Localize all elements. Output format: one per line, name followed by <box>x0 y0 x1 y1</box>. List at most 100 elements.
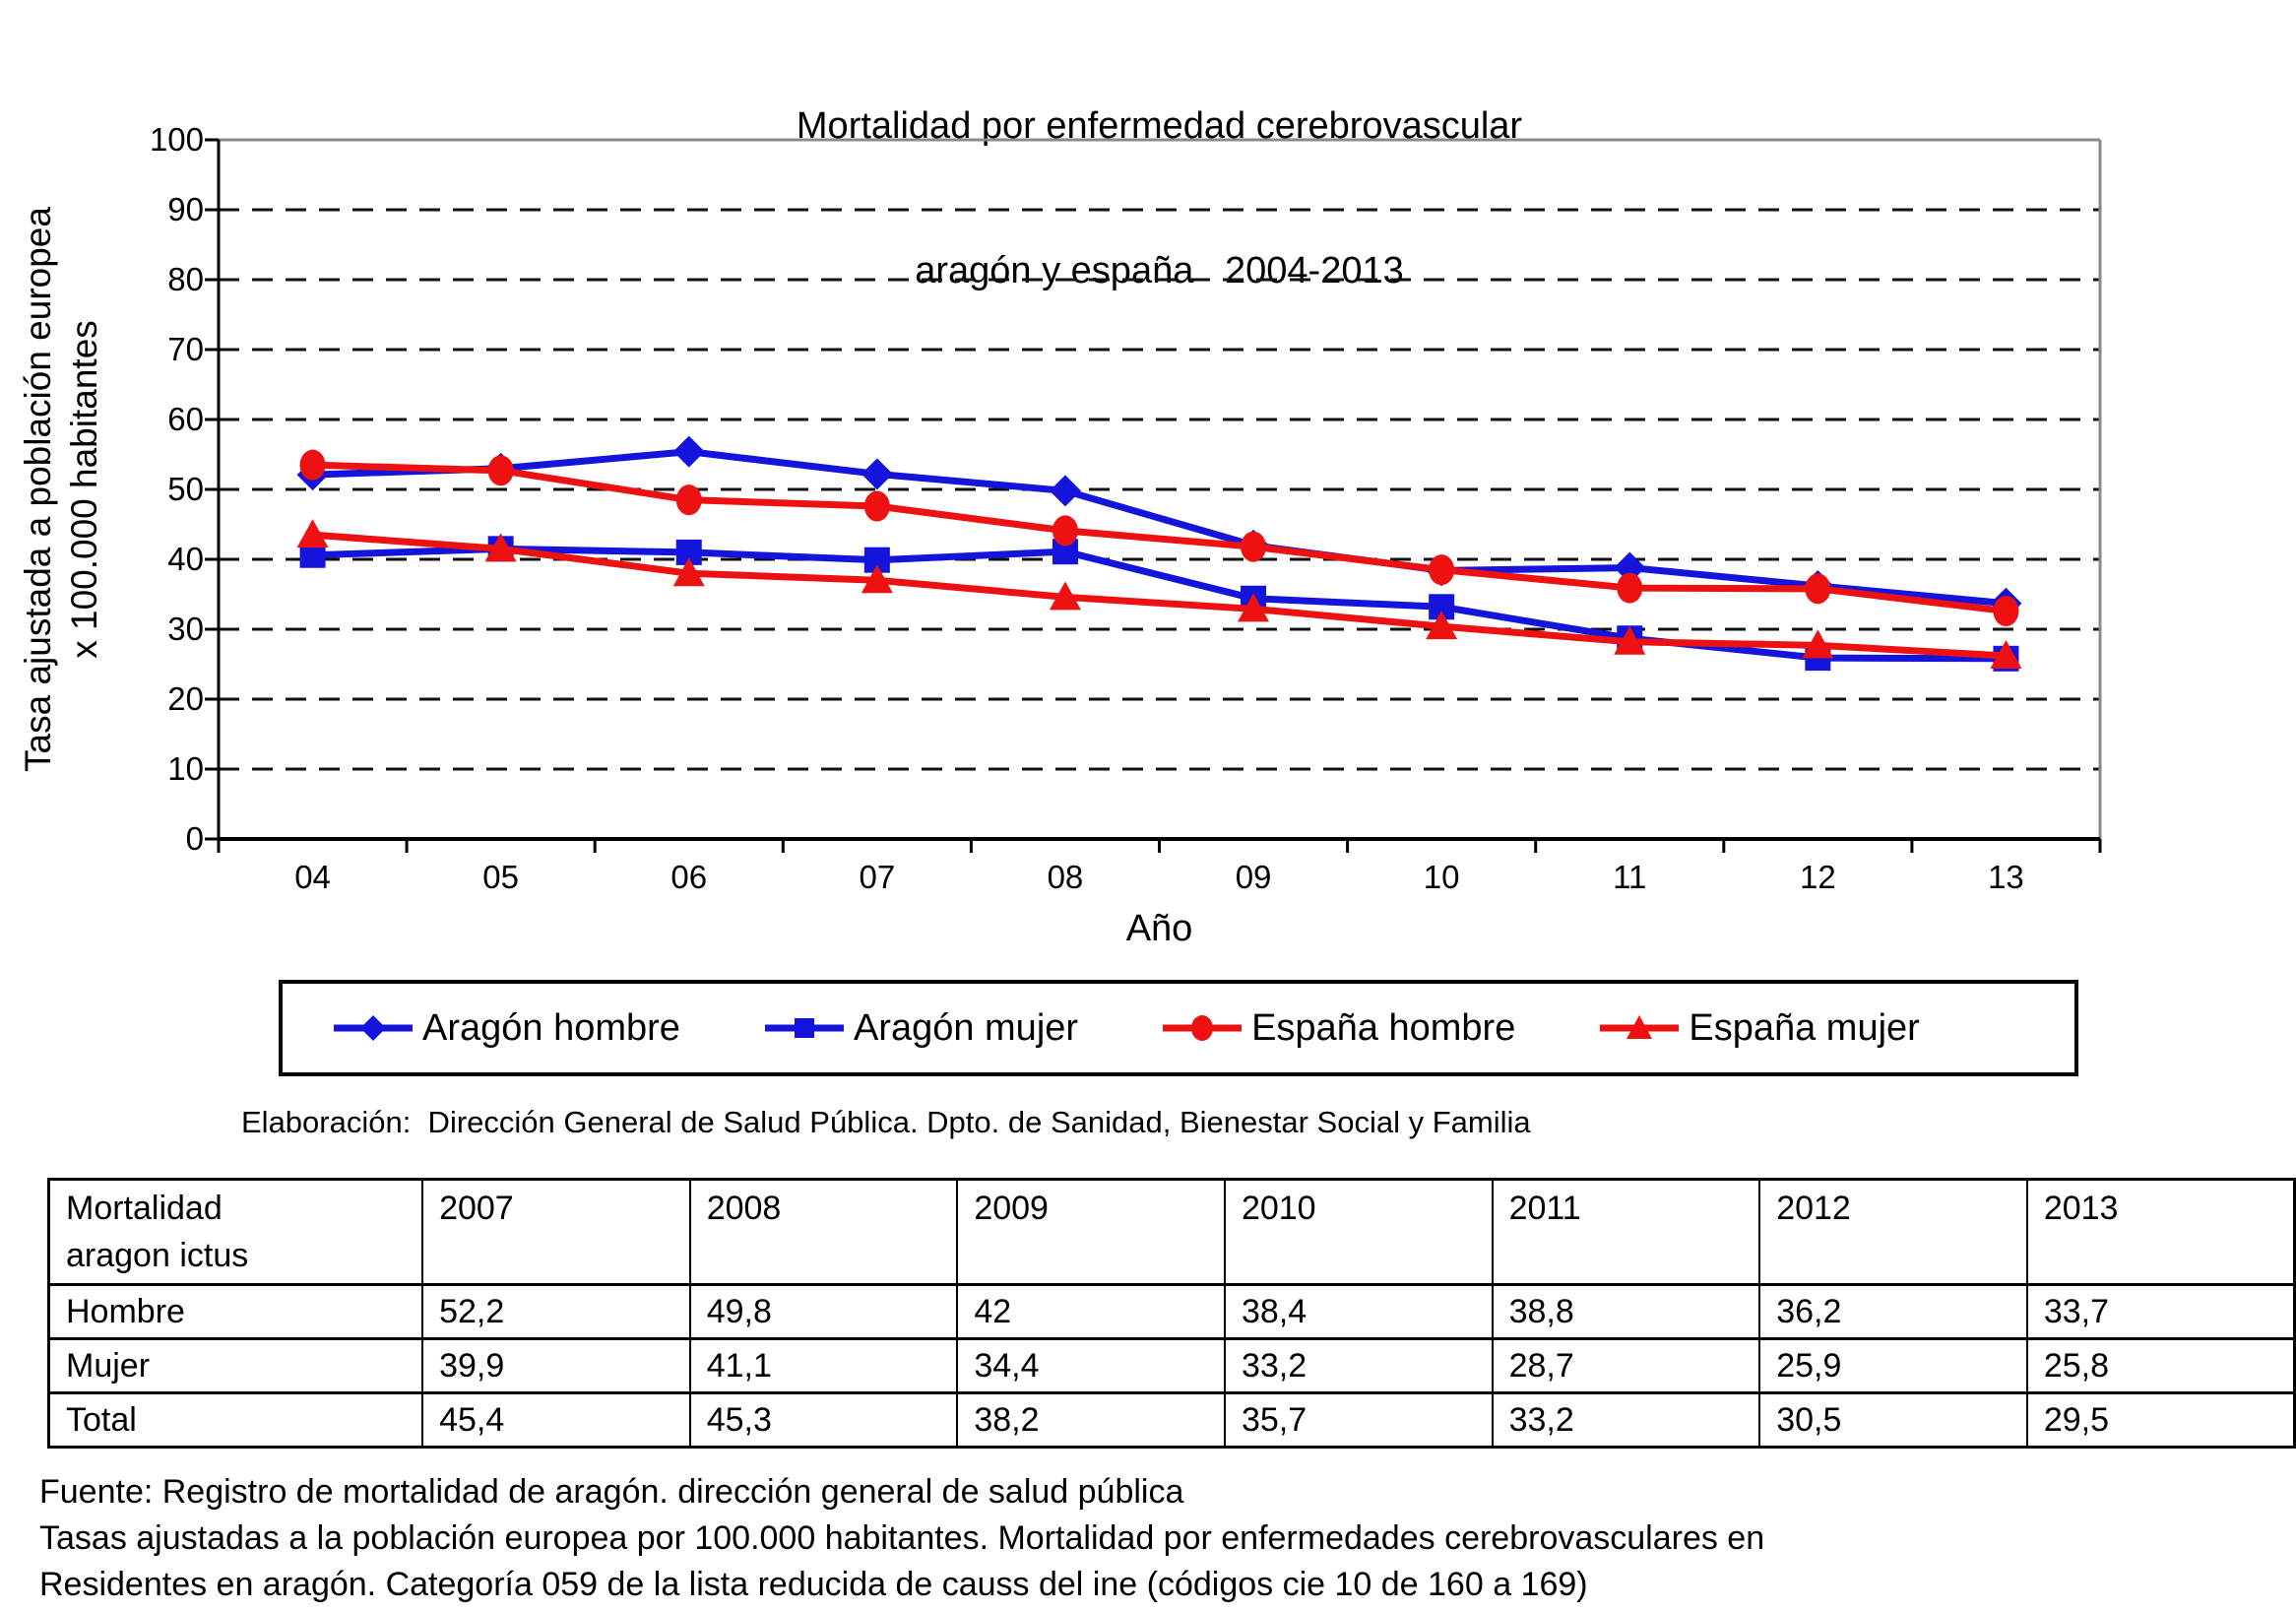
table-year-header: 2010 <box>1223 1178 1494 1286</box>
table-year-header: 2007 <box>421 1178 691 1286</box>
y-axis-tick-label: 0 <box>185 820 204 857</box>
data-point-espa-a-hombre <box>1805 573 1831 605</box>
series-line-arag-n-mujer <box>312 545 2007 663</box>
table-cell: 49,8 <box>688 1283 959 1340</box>
data-point-espa-a-hombre <box>863 490 890 522</box>
x-axis-tick-label: 13 <box>1988 859 2024 895</box>
source-notes: Fuente: Registro de mortalidad de aragón… <box>39 1469 1764 1608</box>
data-point-espa-a-mujer <box>1238 593 1270 622</box>
table-cell: 42 <box>956 1283 1226 1340</box>
table-cell: 29,5 <box>2025 1391 2296 1449</box>
circle-marker-icon <box>1163 1015 1243 1041</box>
data-point-espa-a-mujer <box>484 533 517 562</box>
table-cell: 52,2 <box>421 1283 691 1340</box>
table-cell: 39,9 <box>421 1337 691 1394</box>
table-year-header: 2008 <box>688 1178 959 1286</box>
source-note-line: Residentes en aragón. Categoría 059 de l… <box>39 1566 1588 1603</box>
table-year-header: 2012 <box>1758 1178 2028 1286</box>
data-point-espa-a-hombre <box>1617 572 1643 604</box>
data-point-espa-a-hombre <box>1993 596 2019 627</box>
data-point-espa-a-hombre <box>1052 515 1078 547</box>
x-axis-tick-label: 11 <box>1613 859 1647 895</box>
data-point-espa-a-hombre <box>487 455 514 486</box>
data-point-espa-a-hombre <box>1241 531 1267 562</box>
table-cell: 34,4 <box>956 1337 1226 1394</box>
triangle-marker-icon <box>1600 1015 1680 1039</box>
data-point-espa-a-mujer <box>1614 625 1646 655</box>
series-line-espa-a-mujer <box>312 531 2007 660</box>
data-point-espa-a-hombre <box>675 484 702 516</box>
circle-icon <box>1191 1015 1214 1041</box>
legend: Aragón hombre Aragón mujer España hombre Es… <box>279 980 2078 1076</box>
x-axis-tick-label: 05 <box>482 859 519 895</box>
data-point-espa-a-mujer <box>1426 611 1458 640</box>
x-axis-tick-label: 04 <box>294 859 331 895</box>
table-row-mujer: Mujer 39,9 41,1 34,4 33,2 28,7 25,9 25,8 <box>47 1337 2296 1394</box>
table-cell: 25,9 <box>1758 1337 2028 1394</box>
table-cell: 30,5 <box>1758 1391 2028 1449</box>
data-point-espa-a-hombre <box>1429 554 1455 586</box>
data-point-espa-a-mujer <box>1990 639 2022 669</box>
square-icon <box>794 1018 814 1038</box>
legend-label-espa-a-mujer: España mujer <box>1689 1006 1920 1049</box>
data-point-arag-n-hombre <box>672 435 705 468</box>
row-label: Hombre <box>47 1283 424 1340</box>
data-point-espa-a-mujer <box>861 564 893 594</box>
table-year-header: 2013 <box>2025 1178 2296 1286</box>
x-axis-tick-label: 10 <box>1423 859 1460 895</box>
table-cell: 41,1 <box>688 1337 959 1394</box>
table-cell: 35,7 <box>1223 1391 1494 1449</box>
series-line-arag-n-hombre <box>312 448 2007 608</box>
legend-label-arag-n-mujer: Aragón mujer <box>853 1006 1079 1049</box>
data-point-espa-a-hombre <box>299 449 326 481</box>
y-axis-tick-label: 80 <box>167 261 204 297</box>
table-cell: 38,8 <box>1491 1283 1761 1340</box>
table-cell: 33,2 <box>1223 1337 1494 1394</box>
table-row-hombre: Hombre 52,2 49,8 42 38,4 38,8 36,2 33,7 <box>47 1283 2296 1340</box>
table-header-row: Mortalidad aragon ictus 2007 2008 2009 2010 20… <box>47 1178 2296 1286</box>
diamond-icon <box>360 1015 386 1041</box>
table-cell: 45,3 <box>688 1391 959 1449</box>
legend-item-arag-n-mujer: Aragón mujer <box>763 1006 1078 1050</box>
square-marker-icon <box>764 1018 844 1038</box>
x-axis-tick-label: 09 <box>1235 859 1272 895</box>
table-year-header: 2011 <box>1491 1178 1761 1286</box>
legend-item-arag-n-hombre: Aragón hombre <box>332 1006 680 1050</box>
table-cell: 33,7 <box>2025 1283 2296 1340</box>
data-point-espa-a-mujer <box>1802 629 1834 659</box>
y-axis-tick-label: 50 <box>167 471 204 507</box>
row-label: Total <box>47 1391 424 1449</box>
table-cell: 33,2 <box>1491 1391 1761 1449</box>
x-axis-tick-label: 08 <box>1047 859 1084 895</box>
y-axis-tick-label: 90 <box>167 191 204 227</box>
table-corner-header: Mortalidad aragon ictus <box>47 1178 424 1286</box>
data-point-arag-n-hombre <box>1049 475 1081 507</box>
y-axis-title-line1: Tasa ajustada a población europea <box>18 207 58 772</box>
y-axis-tick-label: 70 <box>167 331 204 367</box>
table-cell: 25,8 <box>2025 1337 2296 1394</box>
row-label: Mujer <box>47 1337 424 1394</box>
table-cell: 36,2 <box>1758 1283 2028 1340</box>
y-axis-tick-label: 20 <box>167 680 204 717</box>
data-point-espa-a-mujer <box>672 557 705 587</box>
series-line-espa-a-hombre <box>312 461 2007 615</box>
y-axis-tick-label: 100 <box>149 121 204 158</box>
legend-label-espa-a-hombre: España hombre <box>1251 1006 1516 1049</box>
table-row-total: Total 45,4 45,3 38,2 35,7 33,2 30,5 29,5 <box>47 1391 2296 1449</box>
table-cell: 45,4 <box>421 1391 691 1449</box>
y-axis-title: Tasa ajustada a población europea x 100.… <box>15 207 107 772</box>
y-axis-tick-label: 10 <box>167 750 204 787</box>
diamond-marker-icon <box>334 1015 413 1041</box>
triangle-icon <box>1626 1015 1653 1039</box>
source-note-line: Fuente: Registro de mortalidad de aragón… <box>39 1473 1184 1511</box>
data-point-arag-n-hombre <box>861 458 893 490</box>
table-cell: 28,7 <box>1491 1337 1761 1394</box>
mortality-table: Mortalidad aragon ictus 2007 2008 2009 2010 20… <box>47 1178 2296 1449</box>
legend-item-espa-a-mujer: España mujer <box>1598 1006 1920 1050</box>
data-point-espa-a-mujer <box>1049 581 1081 611</box>
legend-label-arag-n-hombre: Aragón hombre <box>422 1006 680 1049</box>
elaboration-note: Elaboración: Dirección General de Salud … <box>241 1105 1531 1139</box>
table-year-header: 2009 <box>956 1178 1226 1286</box>
y-axis-tick-label: 30 <box>167 611 204 647</box>
